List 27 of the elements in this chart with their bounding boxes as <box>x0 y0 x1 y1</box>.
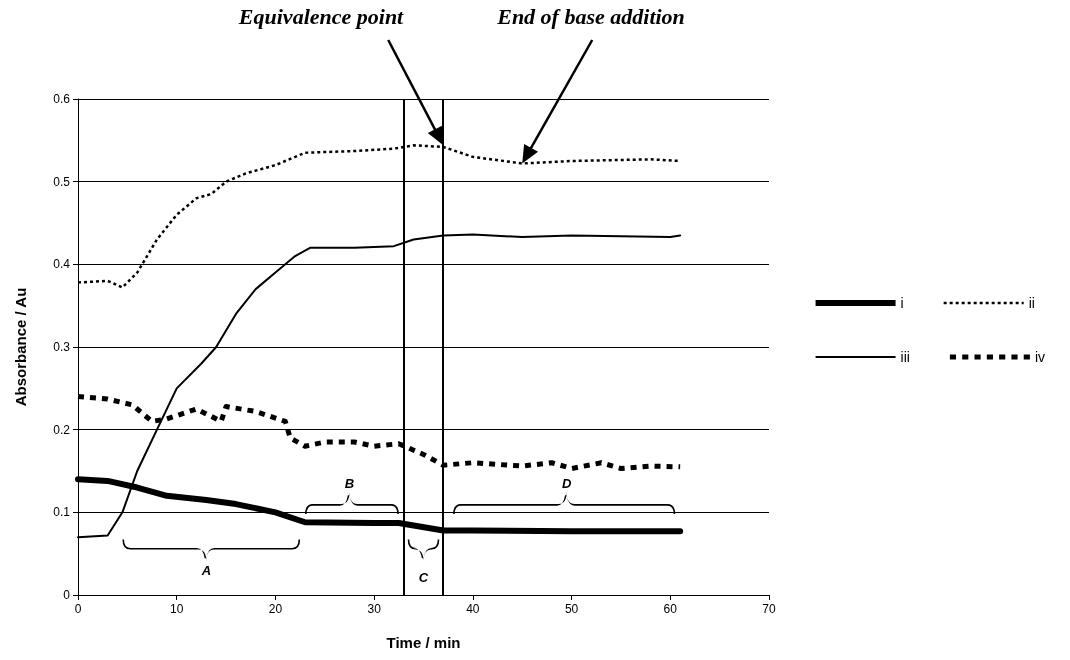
y-tick-label: 0.4 <box>53 257 71 272</box>
x-axis-title: Time / min <box>386 634 461 651</box>
x-tick-label: 40 <box>466 602 480 616</box>
y-tick-label: 0.5 <box>53 174 71 189</box>
x-tick-label: 70 <box>762 602 776 616</box>
text: Equivalence point <box>237 4 405 29</box>
legend-label: i <box>900 295 904 311</box>
annotation: D <box>561 476 572 492</box>
legend-label: iii <box>900 349 910 365</box>
annotation: A <box>200 563 212 579</box>
y-axis-title: Absorbance / Au <box>12 287 29 407</box>
text: End of base addition <box>496 4 685 29</box>
y-tick-label: 0.6 <box>53 92 71 106</box>
y-tick-label: 0 <box>63 588 71 602</box>
legend-label: iv <box>1034 349 1046 365</box>
x-tick-label: 30 <box>367 602 382 616</box>
y-tick-label: 0.3 <box>53 340 71 354</box>
x-tick-label: 50 <box>564 602 579 616</box>
x-tick-label: 20 <box>268 602 283 616</box>
y-tick-label: 0.1 <box>53 505 71 520</box>
legend-label: ii <box>1028 295 1035 311</box>
y-tick-label: 0.2 <box>53 422 71 437</box>
x-tick-label: 0 <box>74 602 82 616</box>
x-tick-label: 10 <box>170 602 184 616</box>
x-tick-label: 60 <box>663 602 678 616</box>
annotation: B <box>344 476 355 492</box>
annotation: C <box>418 569 429 585</box>
